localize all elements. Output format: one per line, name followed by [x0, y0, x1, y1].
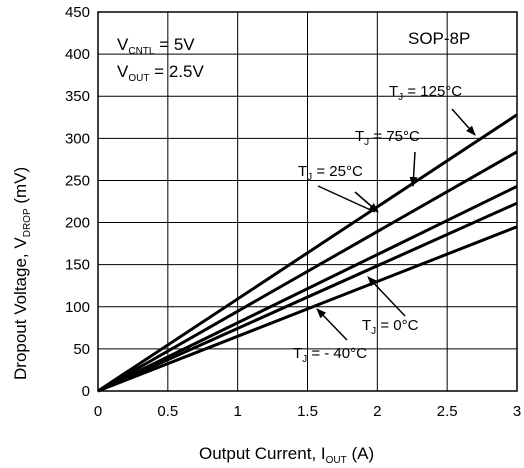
x-tick-label: 2.5: [437, 403, 458, 420]
series-line-0: [97, 113, 518, 393]
condition-vout: VOUT = 2.5V: [117, 62, 204, 84]
annotation-tj-75: TJ = 75°C: [355, 128, 420, 148]
x-tick-label: 0.5: [157, 403, 178, 420]
annotation-tj-125: TJ = 125°C: [389, 83, 462, 103]
x-axis-title: Output Current, IOUT (A): [199, 444, 374, 466]
leader-tj-25: [317, 185, 376, 213]
y-tick-label: 200: [65, 215, 90, 232]
x-tick-label: 1.5: [297, 403, 318, 420]
y-tick-label: 250: [65, 172, 90, 189]
x-tick-label: 0: [94, 403, 102, 420]
series-line-4: [97, 225, 518, 393]
series-line-2: [97, 184, 518, 393]
grid-lines: [98, 12, 517, 391]
y-tick-label: 50: [73, 341, 90, 358]
y-tick-label: 0: [82, 383, 90, 400]
y-tick-label: 400: [65, 46, 90, 63]
annotation-tj-minus40: TJ = - 40°C: [293, 345, 367, 365]
leader-tj-125: [451, 108, 476, 136]
plot-frame: [97, 11, 518, 392]
series-line-1: [97, 150, 518, 393]
y-tick-label: 350: [65, 88, 90, 105]
series-lines: [97, 113, 518, 393]
leader-tj-75: [409, 151, 418, 187]
y-tick-label: 100: [65, 299, 90, 316]
series-line-3: [97, 201, 518, 393]
tick-labels: 0 0.5 1 1.5 2 2.5 3 0 50 100 150 200 250 300 350 400 450: [65, 4, 521, 420]
x-tick-label: 1: [233, 403, 241, 420]
annotation-tj-25: TJ = 25°C: [298, 163, 363, 183]
x-tick-label: 2: [373, 403, 381, 420]
y-tick-label: 300: [65, 130, 90, 147]
leader-tj-25-arrow: [354, 191, 379, 213]
y-axis-title: Dropout Voltage, VDROP (mV): [11, 167, 33, 380]
leader-tj-minus40: [316, 308, 348, 341]
package-label: SOP-8P: [408, 29, 470, 48]
x-tick-label: 3: [513, 403, 521, 420]
leader-tj-0: [367, 276, 406, 317]
annotation-tj-0: TJ = 0°C: [362, 317, 419, 337]
y-tick-label: 450: [65, 4, 90, 21]
condition-vcntl: VCNTL = 5V: [117, 35, 195, 57]
y-tick-label: 150: [65, 257, 90, 274]
